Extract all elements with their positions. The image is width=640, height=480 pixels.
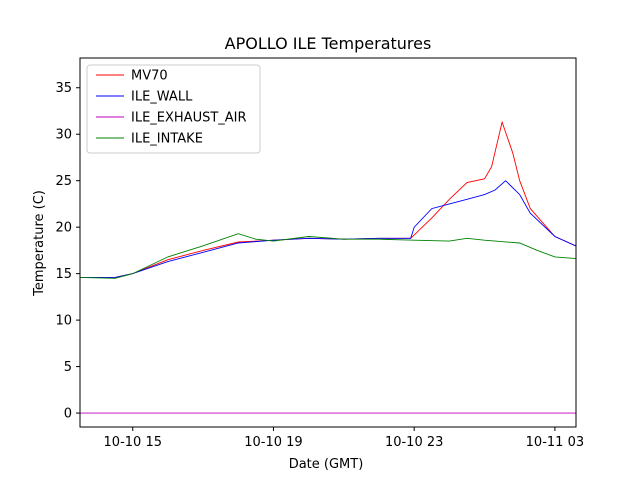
y-axis: 0 5 10 15 20 25 30 35 — [55, 81, 80, 422]
y-tick-label: 15 — [55, 267, 72, 282]
plot-frame — [79, 57, 577, 428]
legend: MV70 ILE_WALL ILE_EXHAUST_AIR ILE_INTAKE — [86, 64, 261, 154]
x-axis-label: Date (GMT) — [289, 457, 364, 472]
series-line-ile-intake — [80, 233, 576, 279]
legend-label-ile-exhaust-air: ILE_EXHAUST_AIR — [131, 111, 247, 126]
legend-label-ile-wall: ILE_WALL — [131, 90, 193, 105]
y-axis-label: Temperature (C) — [32, 190, 47, 297]
y-tick-label: 10 — [55, 314, 72, 329]
x-tick-label: 10-10 19 — [244, 435, 302, 450]
plot-lines — [80, 120, 576, 414]
chart-title: APOLLO ILE Temperatures — [225, 34, 432, 53]
legend-label-mv70: MV70 — [131, 69, 168, 84]
y-tick-label: 20 — [55, 221, 72, 236]
y-tick-label: 35 — [55, 81, 72, 96]
x-tick-label: 10-10 23 — [385, 435, 443, 450]
y-tick-label: 5 — [64, 360, 72, 375]
series-line-ile-wall — [80, 180, 576, 278]
x-tick-label: 10-11 03 — [526, 435, 584, 450]
legend-label-ile-intake: ILE_INTAKE — [131, 132, 203, 147]
x-tick-label: 10-10 15 — [104, 435, 162, 450]
y-tick-label: 25 — [55, 174, 72, 189]
y-tick-label: 0 — [64, 407, 72, 422]
legend-box — [86, 64, 261, 154]
y-tick-label: 30 — [55, 128, 72, 143]
